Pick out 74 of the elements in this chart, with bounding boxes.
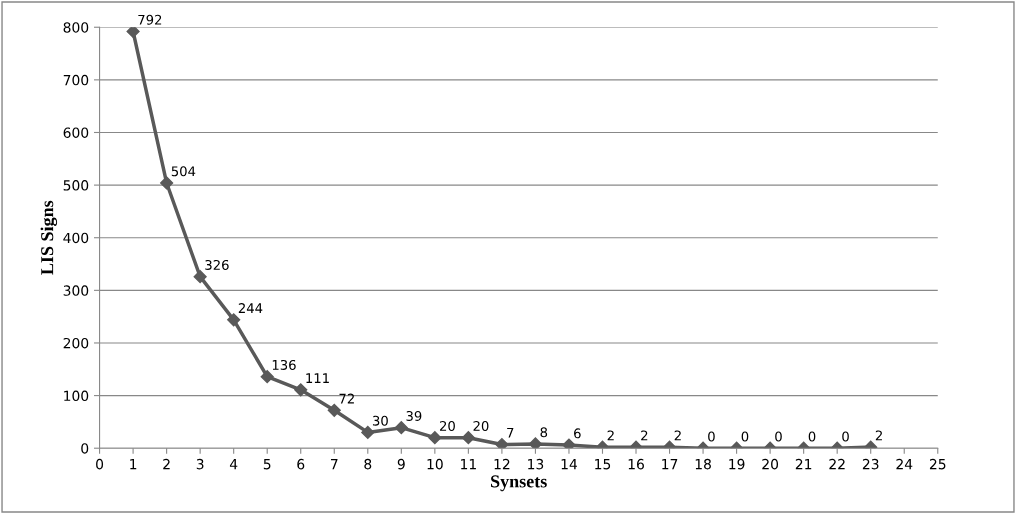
data-label: 6 — [574, 428, 581, 439]
data-label: 136 — [272, 359, 296, 370]
data-label: 0 — [842, 431, 849, 442]
point — [294, 383, 308, 397]
point — [126, 27, 140, 39]
data-label: 111 — [306, 373, 329, 383]
x-tick-label: 16 — [628, 458, 644, 470]
y-tick-label: 700 — [63, 74, 89, 86]
x-tick-label: 13 — [528, 458, 544, 470]
x-tick-label: 7 — [330, 459, 338, 470]
point — [495, 437, 509, 449]
y-tick-label: 500 — [63, 180, 89, 191]
x-tick-label: 24 — [896, 458, 913, 470]
y-tick-label: 200 — [63, 337, 89, 349]
x-tick-label: 3 — [196, 458, 204, 470]
data-label: 244 — [238, 303, 263, 313]
x-tick-label: 10 — [427, 458, 443, 470]
x-tick-label: 15 — [595, 459, 611, 470]
y-tick-label: 300 — [63, 285, 89, 296]
x-tick-label: 2 — [163, 458, 170, 470]
data-label: 7 — [507, 427, 514, 438]
data-label: 39 — [406, 410, 422, 421]
data-label: 72 — [339, 393, 354, 404]
y-axis-title: LIS Signs — [40, 200, 58, 275]
data-label: 792 — [138, 14, 162, 25]
y-tick-label: 800 — [63, 22, 89, 33]
x-tick-label: 11 — [461, 459, 476, 470]
point — [528, 437, 543, 449]
point — [562, 438, 576, 449]
data-label: 326 — [205, 259, 229, 270]
x-tick-label: 4 — [229, 459, 238, 470]
x-tick-label: 0 — [96, 458, 104, 470]
point — [394, 421, 408, 435]
x-tick-label: 9 — [397, 458, 405, 470]
x-tick-label: 17 — [662, 459, 678, 470]
y-tick-label: 400 — [63, 232, 89, 244]
data-label: 8 — [540, 427, 548, 438]
point — [461, 431, 475, 445]
x-tick-label: 23 — [862, 458, 879, 470]
data-label: 2 — [674, 430, 681, 441]
x-tick-label: 1 — [130, 459, 137, 470]
x-tick-label: 8 — [364, 458, 372, 470]
x-tick-label: 12 — [494, 458, 510, 470]
x-axis-title: Synsets — [491, 475, 547, 492]
data-label: 504 — [171, 166, 196, 177]
x-tick-label: 14 — [561, 459, 578, 470]
data-label: 0 — [808, 431, 816, 442]
y-tick-label: 100 — [64, 390, 89, 402]
data-label: 0 — [775, 431, 782, 442]
x-tick-label: 19 — [729, 458, 745, 470]
point — [160, 176, 174, 190]
x-tick-label: 6 — [297, 458, 305, 470]
x-tick-label: 25 — [929, 458, 946, 470]
x-tick-label: 5 — [263, 459, 271, 470]
y-tick-label: 0 — [81, 443, 89, 454]
data-label: 2 — [641, 430, 648, 441]
data-label: 20 — [473, 420, 489, 431]
point — [428, 431, 442, 445]
y-tick-label: 600 — [63, 127, 89, 138]
point — [193, 270, 207, 284]
x-tick-label: 18 — [695, 458, 711, 470]
point — [361, 425, 375, 440]
data-label: 2 — [875, 430, 882, 441]
point — [327, 403, 341, 417]
data-label: 30 — [372, 415, 388, 426]
data-label: 2 — [607, 430, 614, 441]
data-label: 0 — [741, 431, 749, 442]
x-tick-label: 22 — [829, 458, 845, 470]
point — [227, 313, 241, 327]
data-label: 0 — [708, 431, 715, 442]
x-tick-label: 21 — [795, 458, 812, 470]
data-label: 20 — [439, 420, 455, 431]
x-tick-label: 20 — [762, 458, 779, 470]
point — [260, 370, 274, 384]
